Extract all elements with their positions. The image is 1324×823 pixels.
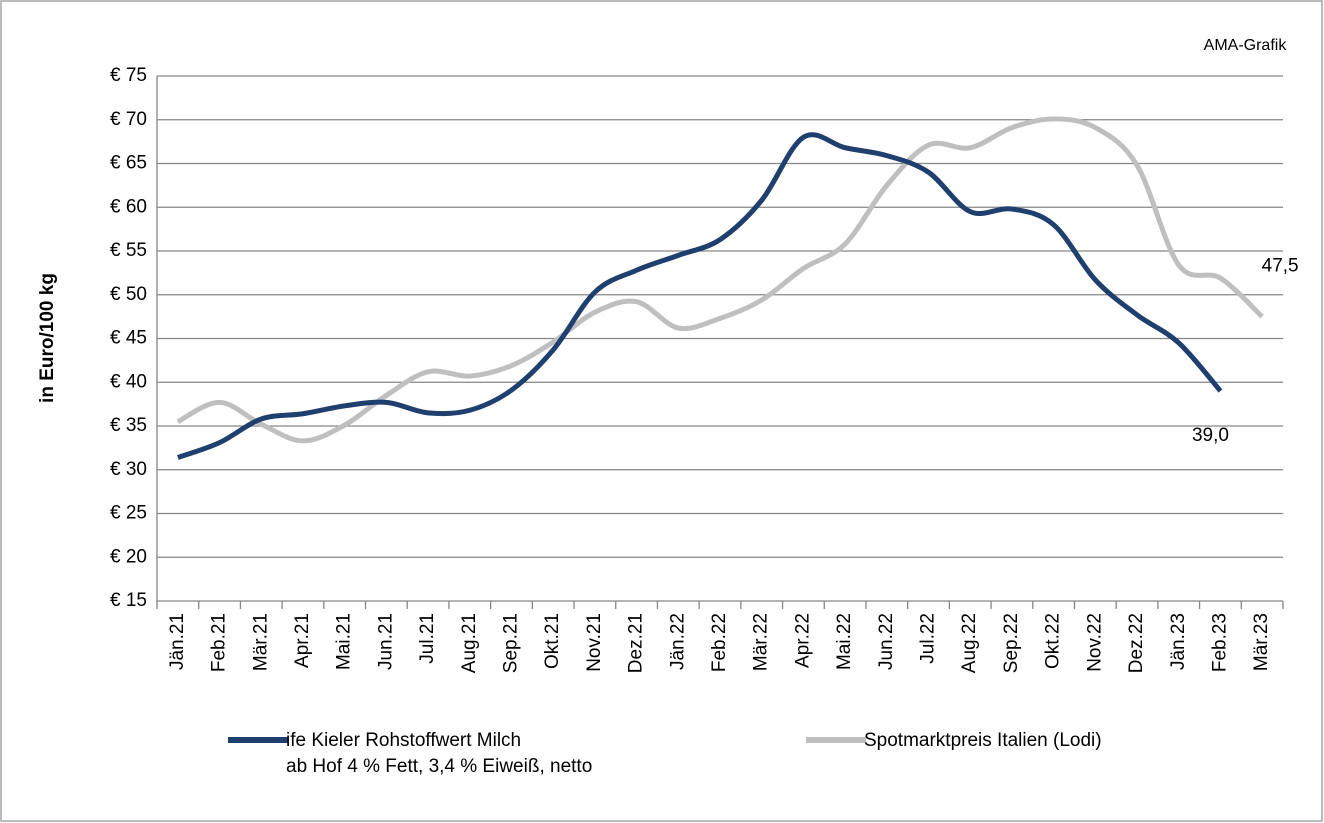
y-tick-label: € 30 <box>110 459 147 480</box>
x-tick-label: Okt.22 <box>1043 613 1064 669</box>
x-tick-label: Okt.21 <box>542 613 563 669</box>
y-tick-label: € 55 <box>110 240 147 261</box>
y-tick-label: € 35 <box>110 415 147 436</box>
x-tick-label: Nov.22 <box>1084 613 1105 672</box>
series-line <box>176 116 1264 444</box>
legend-swatch <box>228 737 288 743</box>
x-tick-label: Apr.22 <box>792 613 813 668</box>
x-tick-label: Dez.21 <box>626 613 647 673</box>
x-tick-label: Feb.21 <box>209 613 230 672</box>
x-tick-label: Jän.22 <box>667 613 688 670</box>
x-tick-label: Aug.21 <box>459 613 480 673</box>
y-tick-label: € 20 <box>110 546 147 567</box>
x-tick-label: Jän.21 <box>167 613 188 670</box>
x-tick-label: Dez.22 <box>1126 613 1147 673</box>
x-tick-label: Mai.21 <box>334 613 355 670</box>
y-tick-label: € 60 <box>110 196 147 217</box>
x-tick-label: Jul.21 <box>417 613 438 664</box>
data-label: 39,0 <box>1192 425 1229 446</box>
series-line <box>177 132 1223 460</box>
x-tick-label: Mär.21 <box>250 613 271 671</box>
y-tick-label: € 25 <box>110 503 147 524</box>
x-tick-label: Jun.21 <box>375 613 396 670</box>
y-tick-label: € 45 <box>110 328 147 349</box>
y-tick-label: € 50 <box>110 284 147 305</box>
x-tick-label: Jun.22 <box>876 613 897 670</box>
y-tick-label: € 70 <box>110 109 147 130</box>
x-tick-label: Jän.23 <box>1168 613 1189 670</box>
x-tick-label: Feb.23 <box>1209 613 1230 672</box>
x-tick-label: Sep.22 <box>1001 613 1022 673</box>
x-tick-label: Nov.21 <box>584 613 605 672</box>
x-tick-label: Feb.22 <box>709 613 730 672</box>
x-tick-label: Sep.21 <box>500 613 521 673</box>
data-label: 47,5 <box>1262 256 1299 277</box>
x-tick-label: Jul.22 <box>918 613 939 664</box>
y-tick-label: € 65 <box>110 153 147 174</box>
x-tick-label: Mär.22 <box>751 613 772 671</box>
legend-label: Spotmarktpreis Italien (Lodi) <box>864 730 1102 751</box>
y-axis-label: in Euro/100 kg <box>37 273 58 403</box>
y-tick-label: € 75 <box>110 65 147 86</box>
y-tick-label: € 15 <box>110 590 147 611</box>
x-tick-label: Mai.22 <box>834 613 855 670</box>
legend-swatch <box>806 737 866 743</box>
legend-label: ife Kieler Rohstoffwert Milch ab Hof 4 %… <box>286 730 593 777</box>
x-tick-label: Aug.22 <box>959 613 980 673</box>
x-tick-label: Mär.23 <box>1251 613 1272 671</box>
annotation: AMA-Grafik <box>1204 37 1288 54</box>
x-tick-label: Apr.21 <box>292 613 313 668</box>
y-tick-label: € 40 <box>110 371 147 392</box>
